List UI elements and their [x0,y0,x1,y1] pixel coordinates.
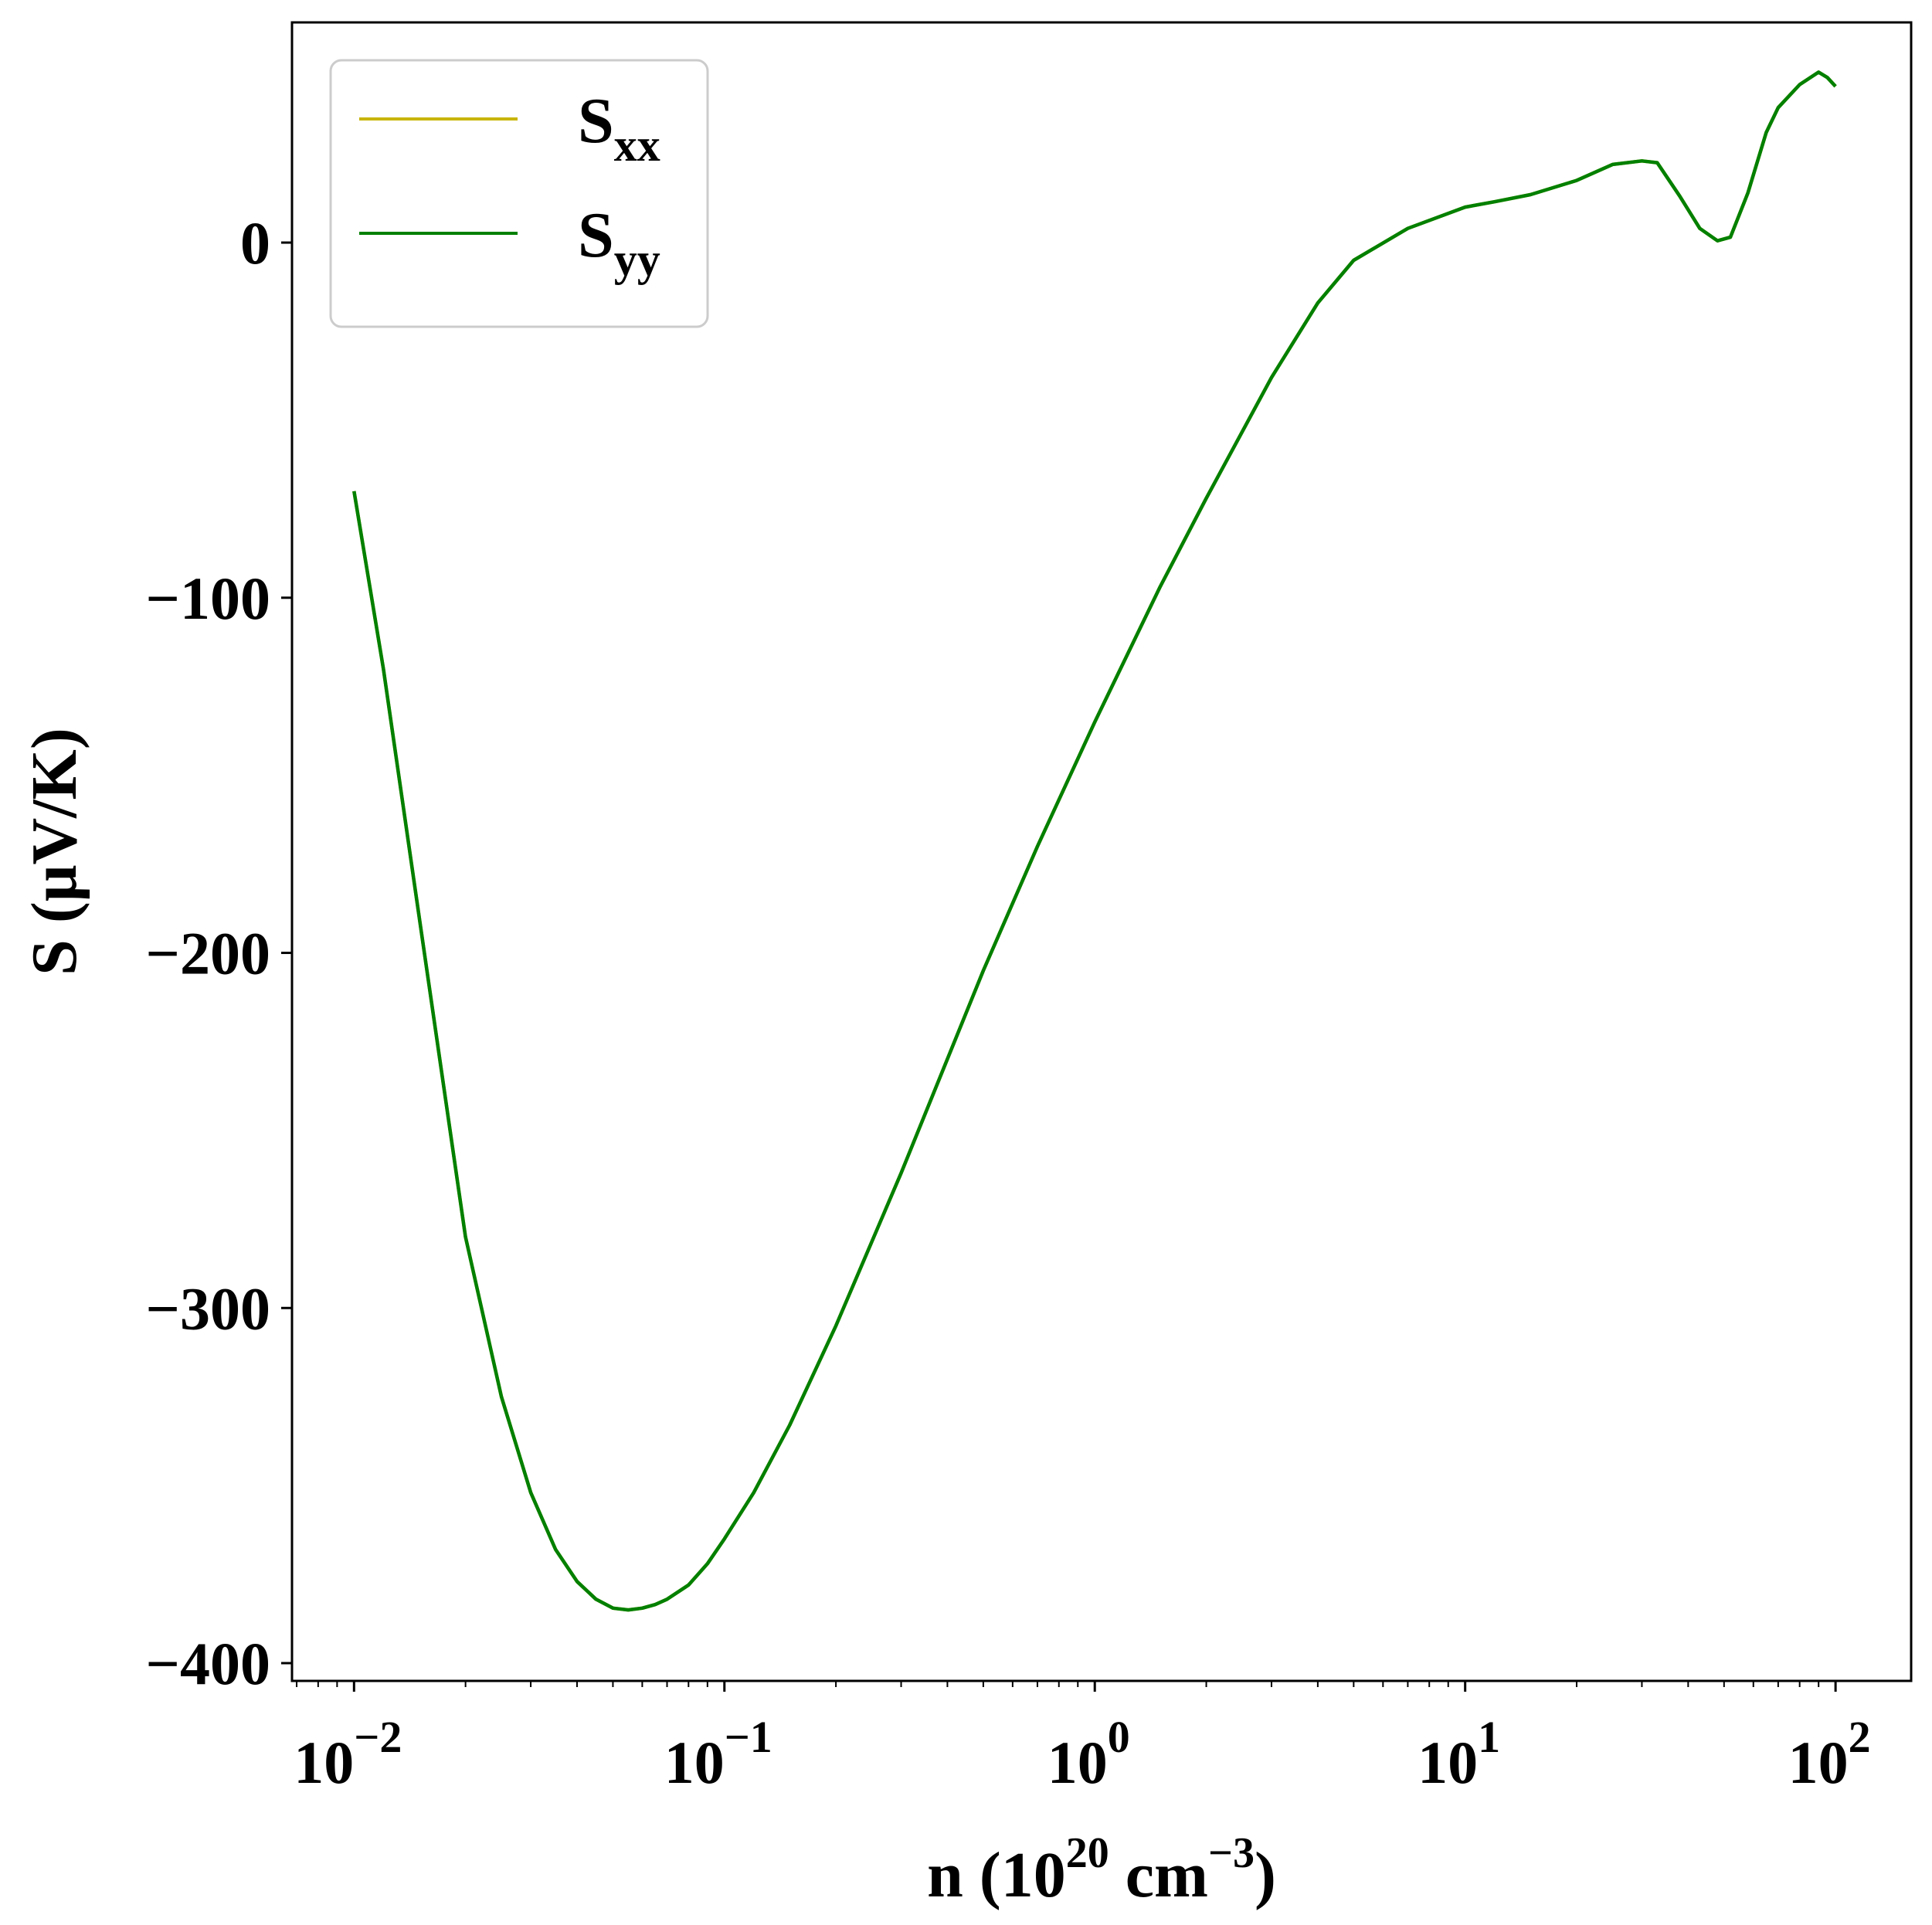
series-line-syy [352,70,1837,1612]
y-tick-label: −400 [146,1630,270,1697]
x-tick-label: 101 [1418,1712,1500,1796]
y-tick-label: −300 [146,1275,270,1342]
x-tick-label: 100 [1047,1712,1130,1796]
x-axis-label: n (1020 cm−3) [927,1829,1276,1911]
legend-label-sxx: Sxx [578,85,660,171]
y-tick-labels: 0 −100 −200 −300 −400 [146,209,270,1697]
tick-marks [281,241,1837,1692]
plot-series [352,70,1837,1612]
x-tick-label: 10−1 [664,1712,772,1796]
x-tick-label: 10−2 [294,1712,402,1796]
legend-label-syy: Syy [578,199,660,285]
legend: Sxx Syy [329,59,709,328]
y-axis-label: S (μV/K) [19,728,90,976]
y-tick-label: 0 [240,209,270,277]
y-tick-label: −200 [146,920,270,987]
x-tick-label: 102 [1788,1712,1871,1796]
legend-box [329,59,709,328]
y-tick-label: −100 [146,565,270,632]
x-tick-labels: 10−2 10−1 100 101 102 [294,1712,1870,1796]
plot-frame [290,21,1913,1682]
